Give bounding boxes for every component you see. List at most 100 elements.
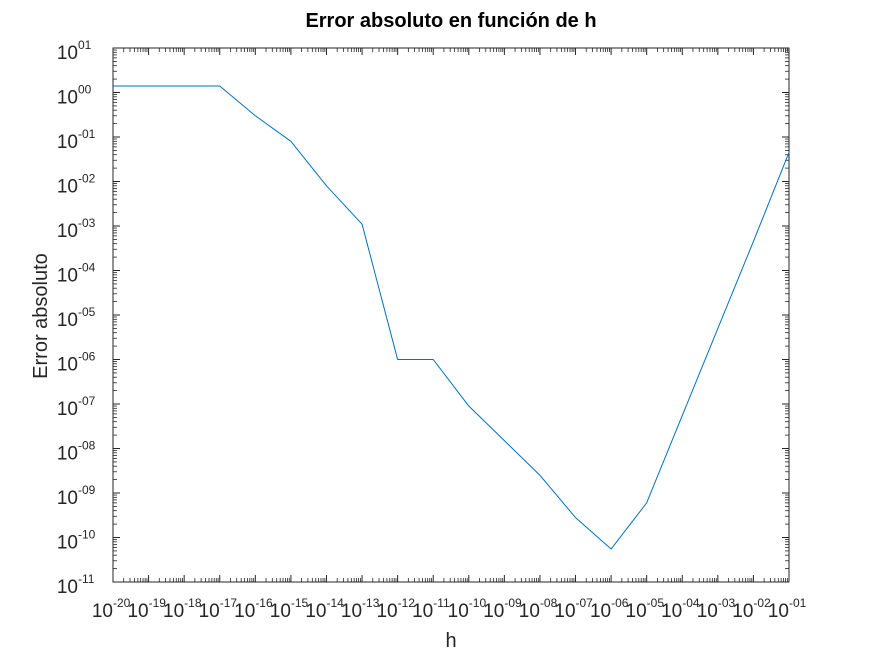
- x-tick-label-base: 10: [412, 601, 433, 622]
- y-tick-label-exp: -03: [78, 216, 96, 230]
- x-tick-label-base: 10: [127, 601, 148, 622]
- y-tick-label-exp: -07: [78, 394, 96, 408]
- x-tick-label: 10 -15: [270, 596, 309, 622]
- y-axis-label: Error absoluto: [30, 253, 52, 379]
- x-tick-label-base: 10: [519, 601, 540, 622]
- x-tick-label: 10 -09: [483, 596, 522, 622]
- y-tick-label: 10 -09: [57, 483, 96, 509]
- y-tick-label-exp: -09: [78, 483, 96, 497]
- y-tick-label-base: 10: [57, 488, 78, 509]
- x-tick-label-exp: -01: [789, 596, 807, 610]
- y-tick-label-exp: -01: [78, 127, 96, 141]
- y-tick-label-exp: 00: [78, 83, 92, 97]
- x-tick-label: 10 -11: [412, 596, 450, 622]
- x-tick-label-base: 10: [554, 601, 575, 622]
- y-tick-label-exp: -10: [78, 528, 96, 542]
- x-tick-label-exp: -12: [398, 596, 416, 610]
- y-tick-label-base: 10: [57, 221, 78, 242]
- x-tick-label: 10 -18: [163, 596, 202, 622]
- x-tick-label-base: 10: [768, 601, 789, 622]
- x-tick-label-base: 10: [483, 601, 504, 622]
- y-tick-label: 10 -05: [57, 305, 96, 331]
- y-tick-label-base: 10: [57, 310, 78, 331]
- y-tick-label-base: 10: [57, 88, 78, 109]
- x-tick-label-base: 10: [732, 601, 753, 622]
- x-tick-label: 10 -05: [626, 596, 665, 622]
- y-tick-label-base: 10: [57, 132, 78, 153]
- x-tick-label: 10 -03: [697, 596, 736, 622]
- x-tick-label-base: 10: [305, 601, 326, 622]
- y-tick-label-exp: -04: [78, 261, 96, 275]
- x-tick-label: 10 -20: [92, 596, 131, 622]
- y-tick-label-base: 10: [57, 43, 78, 64]
- y-tick-label: 10 -01: [57, 127, 96, 153]
- chart-title: Error absoluto en función de h: [305, 10, 596, 32]
- y-tick-label-exp: 01: [78, 38, 92, 52]
- x-tick-label-exp: -16: [255, 596, 273, 610]
- x-tick-label-exp: -15: [291, 596, 309, 610]
- y-tick-label-base: 10: [57, 444, 78, 465]
- x-tick-label: 10 -10: [448, 596, 487, 622]
- x-tick-label-exp: -04: [682, 596, 700, 610]
- x-tick-label-exp: -09: [504, 596, 522, 610]
- x-tick-label-exp: -13: [362, 596, 380, 610]
- x-tick-label-base: 10: [270, 601, 291, 622]
- y-tick-label-base: 10: [57, 399, 78, 420]
- minor-ticks: [113, 48, 789, 582]
- y-tick-label: 10 00: [57, 83, 92, 109]
- x-tick-label-base: 10: [234, 601, 255, 622]
- y-tick-label: 10 -08: [57, 439, 96, 465]
- y-tick-label-exp: -08: [78, 439, 96, 453]
- x-tick-label: 10 -19: [127, 596, 166, 622]
- x-tick-label-base: 10: [661, 601, 682, 622]
- y-tick-label: 10 -02: [57, 172, 96, 198]
- x-tick-label-exp: -17: [220, 596, 238, 610]
- x-tick-label: 10 -17: [199, 596, 238, 622]
- y-tick-label-exp: -11: [78, 572, 95, 586]
- y-tick-label: 10 -07: [57, 394, 96, 420]
- y-tick-label: 10 -10: [57, 528, 96, 554]
- x-tick-label-exp: -14: [326, 596, 344, 610]
- x-tick-label-base: 10: [92, 601, 113, 622]
- x-tick-label-exp: -11: [433, 596, 450, 610]
- x-tick-label-exp: -03: [718, 596, 736, 610]
- x-tick-label: 10 -13: [341, 596, 380, 622]
- y-tick-label-exp: -02: [78, 172, 96, 186]
- y-tick-label-base: 10: [57, 355, 78, 376]
- y-tick-label-exp: -05: [78, 305, 96, 319]
- x-tick-label-exp: -07: [576, 596, 594, 610]
- major-ticks: [112, 47, 790, 583]
- x-tick-label: 10 -01: [768, 596, 807, 622]
- y-tick-label-base: 10: [57, 266, 78, 287]
- x-tick-label-base: 10: [199, 601, 220, 622]
- series-layer: [113, 85, 790, 550]
- x-tick-label-exp: -20: [113, 596, 131, 610]
- x-tick-label-exp: -02: [753, 596, 771, 610]
- y-tick-label: 10 -11: [57, 572, 95, 598]
- x-tick-label-base: 10: [376, 601, 397, 622]
- x-tick-label: 10 -08: [519, 596, 558, 622]
- x-tick-label-base: 10: [697, 601, 718, 622]
- x-tick-label-exp: -18: [184, 596, 202, 610]
- x-tick-label-exp: -06: [611, 596, 629, 610]
- x-tick-label: 10 -04: [661, 596, 700, 622]
- x-tick-label-exp: -05: [647, 596, 665, 610]
- y-tick-label: 10 -06: [57, 350, 96, 376]
- x-axis-label: h: [445, 630, 456, 652]
- x-tick-label: 10 -06: [590, 596, 629, 622]
- x-tick-label: 10 -16: [234, 596, 273, 622]
- x-tick-label: 10 -14: [305, 596, 344, 622]
- x-tick-label: 10 -02: [732, 596, 771, 622]
- series-line: [113, 85, 790, 550]
- y-tick-label-exp: -06: [78, 350, 96, 364]
- x-tick-label-base: 10: [163, 601, 184, 622]
- x-tick-label-exp: -19: [149, 596, 167, 610]
- x-tick-label: 10 -12: [376, 596, 415, 622]
- y-tick-label: 10 -04: [57, 261, 96, 287]
- y-tick-label-base: 10: [57, 177, 78, 198]
- y-tick-label: 10 01: [57, 38, 92, 64]
- x-tick-label-base: 10: [590, 601, 611, 622]
- x-tick-label-base: 10: [448, 601, 469, 622]
